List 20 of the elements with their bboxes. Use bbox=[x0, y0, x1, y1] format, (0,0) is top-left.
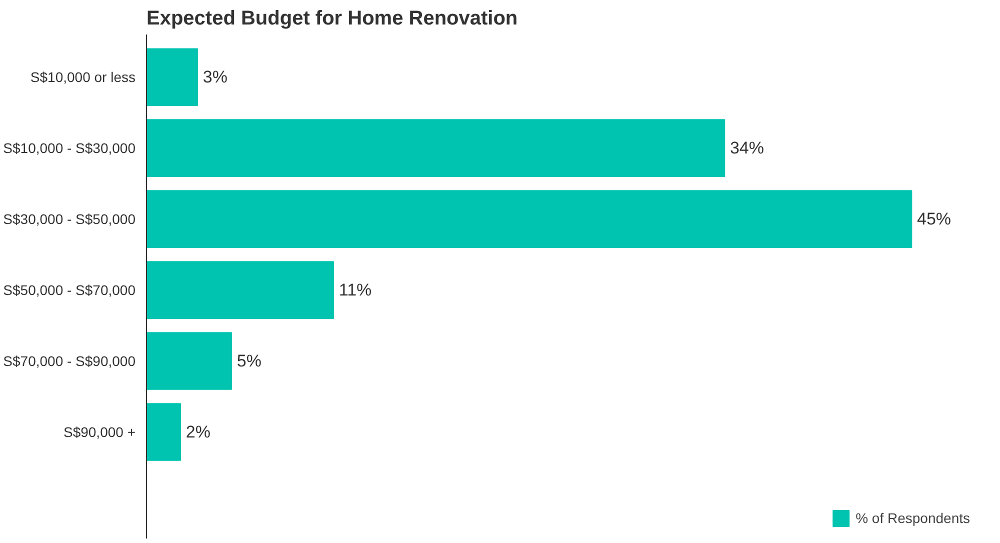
bar bbox=[146, 261, 334, 319]
bar bbox=[146, 48, 198, 106]
bar bbox=[146, 332, 232, 390]
data-label: 11% bbox=[338, 280, 372, 300]
data-label: 3% bbox=[202, 68, 228, 87]
y-tick-label: S$10,000 or less bbox=[30, 69, 136, 86]
data-label: 2% bbox=[186, 422, 210, 442]
bar bbox=[146, 119, 726, 177]
y-tick-label: S$10,000 - S$30,000 bbox=[3, 140, 136, 156]
data-label: 5% bbox=[236, 352, 262, 371]
y-tick-label: S$30,000 - S$50,000 bbox=[3, 211, 136, 228]
y-tick-label: S$90,000 + bbox=[63, 424, 136, 440]
legend-label: % of Respondents bbox=[856, 510, 970, 526]
y-tick-label: S$70,000 - S$90,000 bbox=[3, 353, 136, 370]
chart-title: Expected Budget for Home Renovation bbox=[146, 8, 518, 30]
data-label: 34% bbox=[730, 138, 764, 158]
data-label: 45% bbox=[916, 210, 952, 229]
bar bbox=[146, 190, 912, 248]
y-tick-label: S$50,000 - S$70,000 bbox=[3, 282, 136, 298]
bar bbox=[146, 403, 182, 461]
